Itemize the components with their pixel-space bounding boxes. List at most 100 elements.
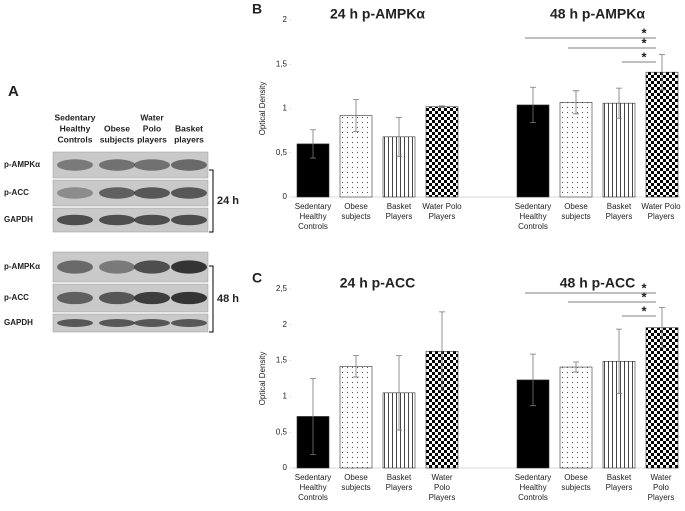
y-axis-label: Optical Density (258, 82, 267, 136)
blot-band (171, 291, 207, 305)
error-bar (310, 378, 316, 455)
blot-band (57, 319, 93, 327)
bar (559, 366, 593, 469)
error-bar (659, 307, 665, 349)
blot-band (57, 260, 93, 274)
group-title: 24 h p-ACC (340, 275, 415, 291)
x-tick-label: Players (648, 493, 675, 502)
x-tick-label: Controls (298, 222, 328, 231)
time-label: 24 h (217, 195, 239, 207)
error-bar (659, 54, 665, 91)
lane-header: players (137, 134, 167, 144)
y-tick-label: 1 (283, 104, 288, 113)
significance-label: * (641, 25, 647, 40)
x-tick-label: Players (429, 493, 456, 502)
x-tick-label: Basket (387, 473, 412, 482)
lane-header: Healthy (60, 123, 91, 133)
row-label: p-ACC (4, 293, 29, 302)
blot-band (57, 159, 93, 171)
x-tick-label: Sedentary (295, 473, 331, 482)
significance-label: * (641, 303, 647, 318)
error-bar (353, 99, 359, 132)
x-tick-label: Healthy (519, 483, 546, 492)
x-tick-label: Players (386, 483, 413, 492)
x-tick-label: Basket (607, 202, 632, 211)
time-label: 48 h (217, 293, 239, 305)
blot-band (134, 187, 170, 199)
y-tick-label: 2 (283, 15, 288, 24)
lane-header: Polo (143, 123, 161, 133)
lane-header: Water (140, 112, 164, 122)
x-tick-label: Players (606, 483, 633, 492)
x-tick-label: Controls (518, 222, 548, 231)
blot-band (171, 159, 207, 171)
group-title: 48 h p-ACC (560, 275, 635, 291)
x-tick-label: subjects (561, 483, 590, 492)
blot-band (99, 187, 135, 199)
blot-band (99, 214, 135, 226)
y-tick-label: 1,5 (276, 356, 288, 365)
blot-band (171, 187, 207, 199)
row-label: p-ACC (4, 188, 29, 197)
blot-band (134, 319, 170, 327)
error-bar (439, 311, 445, 392)
error-bar (439, 105, 445, 109)
panel-letter: B (252, 1, 262, 17)
significance-label: * (641, 49, 647, 64)
x-tick-label: Polo (653, 483, 670, 492)
x-tick-label: Sedentary (515, 202, 551, 211)
bar (602, 102, 636, 198)
blot-band (99, 260, 135, 274)
error-bar (396, 116, 402, 157)
blot-band (99, 291, 135, 305)
y-tick-label: 1,5 (276, 59, 288, 68)
lane-header: Basket (175, 123, 203, 133)
x-tick-label: Basket (387, 202, 412, 211)
x-tick-label: Water Polo (422, 202, 462, 211)
x-tick-label: Obese (344, 202, 368, 211)
blot-band (99, 319, 135, 327)
blot-band (57, 214, 93, 226)
x-tick-label: Obese (564, 473, 588, 482)
x-tick-label: subjects (341, 212, 370, 221)
blot-band (134, 291, 170, 305)
bracket (209, 265, 214, 333)
error-bar (396, 355, 402, 431)
y-tick-label: 0 (283, 463, 288, 472)
blot-band (134, 214, 170, 226)
x-tick-label: subjects (561, 212, 590, 221)
lane-header: Obese (104, 123, 130, 133)
x-tick-label: Obese (564, 202, 588, 211)
x-tick-label: Sedentary (515, 473, 551, 482)
x-tick-label: subjects (341, 483, 370, 492)
error-bar (353, 355, 359, 378)
bracket (209, 169, 214, 233)
x-tick-label: Polo (434, 483, 451, 492)
blot-band (171, 319, 207, 327)
group-title: 48 h p-AMPKα (550, 6, 645, 22)
group-title: 24 h p-AMPKα (330, 6, 425, 22)
y-tick-label: 0,5 (276, 427, 288, 436)
x-tick-label: Healthy (299, 212, 326, 221)
x-tick-label: Basket (607, 473, 632, 482)
x-tick-label: Healthy (519, 212, 546, 221)
error-bar (616, 87, 622, 119)
y-axis-label: Optical Density (258, 352, 267, 406)
x-tick-label: Players (648, 212, 675, 221)
x-tick-label: Sedentary (295, 202, 331, 211)
error-bar (573, 90, 579, 115)
x-tick-label: Obese (344, 473, 368, 482)
blot-band (134, 159, 170, 171)
x-tick-label: Water (431, 473, 452, 482)
lane-header: Sedentary (54, 112, 95, 122)
significance-label: * (641, 280, 647, 295)
blot-band (171, 214, 207, 226)
error-bar (616, 328, 622, 394)
x-tick-label: Water (650, 473, 671, 482)
x-tick-label: Healthy (299, 483, 326, 492)
blot-band (171, 260, 207, 274)
x-tick-label: Controls (518, 493, 548, 502)
row-label: p-AMPKα (4, 262, 40, 271)
lane-header: subjects (100, 134, 135, 144)
